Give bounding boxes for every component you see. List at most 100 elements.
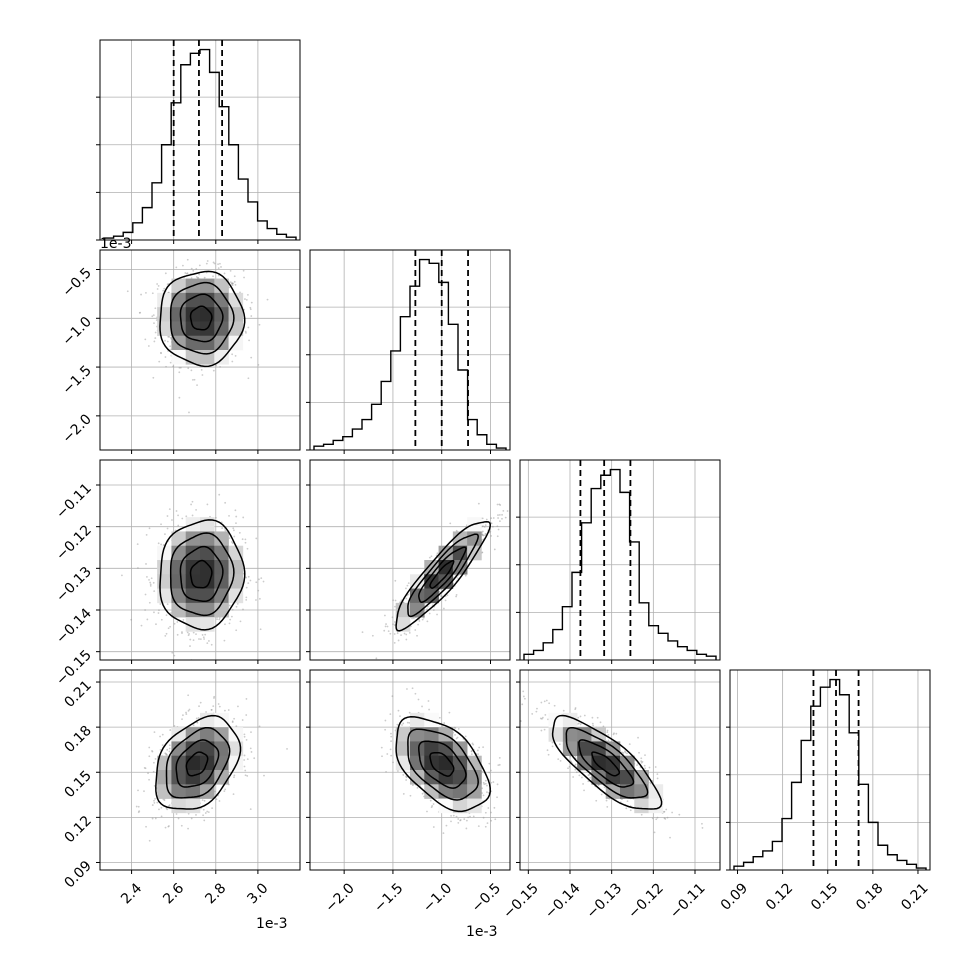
sample-point xyxy=(502,509,505,512)
sample-point xyxy=(246,293,249,296)
sample-point xyxy=(153,731,156,734)
sample-point xyxy=(171,519,173,521)
density-cell xyxy=(410,741,425,757)
sample-point xyxy=(195,276,198,278)
histogram-step xyxy=(733,678,927,870)
sample-point xyxy=(243,765,246,768)
sample-point xyxy=(175,813,178,815)
sample-point xyxy=(408,631,411,634)
sample-point xyxy=(138,311,141,314)
density-cell xyxy=(214,602,229,618)
sample-point xyxy=(244,769,247,772)
sample-point xyxy=(160,523,162,526)
contour-line xyxy=(407,728,479,801)
contour-line xyxy=(159,519,246,631)
sample-point xyxy=(403,632,406,635)
sample-point xyxy=(140,293,142,296)
sample-point xyxy=(478,746,481,749)
sample-point xyxy=(235,629,238,632)
density-cell xyxy=(185,770,201,785)
sample-point xyxy=(484,811,487,814)
density-cell xyxy=(214,531,229,547)
sample-point xyxy=(444,599,447,602)
sample-point xyxy=(383,629,386,632)
sample-point xyxy=(149,583,152,586)
sample-point xyxy=(249,579,252,582)
sample-point xyxy=(190,817,193,820)
sample-point xyxy=(522,695,525,698)
sample-point xyxy=(195,633,197,636)
density-cell xyxy=(214,727,229,742)
sample-point xyxy=(151,292,154,295)
sample-point xyxy=(199,638,202,640)
sample-point xyxy=(168,747,171,750)
sample-point xyxy=(397,639,400,642)
sample-point xyxy=(192,631,195,634)
sample-point xyxy=(396,632,399,635)
sample-point xyxy=(182,714,184,717)
sample-point xyxy=(490,819,493,822)
sample-point xyxy=(154,337,157,339)
scatter-panel-4-1 xyxy=(96,669,301,874)
sample-point xyxy=(166,748,169,751)
sample-point xyxy=(157,542,160,545)
sample-point xyxy=(188,411,190,414)
sample-point xyxy=(394,579,397,582)
sample-point xyxy=(426,620,429,623)
sample-point xyxy=(152,314,155,317)
sample-point xyxy=(394,605,396,608)
sample-point xyxy=(234,283,237,286)
density-cell xyxy=(452,545,468,561)
sample-point xyxy=(486,791,488,794)
sample-point xyxy=(484,782,487,785)
sample-point xyxy=(464,735,467,738)
sample-point xyxy=(416,634,418,637)
sample-point xyxy=(245,298,248,301)
panel-frame xyxy=(519,459,721,661)
sample-point xyxy=(212,705,215,708)
panel-background xyxy=(520,460,720,660)
sample-point xyxy=(186,258,189,261)
sample-point xyxy=(204,633,207,636)
density-cell xyxy=(171,602,187,618)
sample-point xyxy=(228,537,231,540)
density-cell xyxy=(185,321,201,337)
sample-point xyxy=(153,761,155,764)
sample-point xyxy=(230,541,233,543)
sample-point xyxy=(144,593,147,596)
sample-point xyxy=(497,514,499,516)
sample-point xyxy=(504,516,507,519)
sample-point xyxy=(411,687,414,690)
sample-point xyxy=(156,288,159,290)
sample-point xyxy=(203,276,206,279)
sample-point xyxy=(443,722,446,724)
sample-point xyxy=(223,639,226,642)
sample-point xyxy=(130,618,133,621)
sample-point xyxy=(599,721,602,724)
sample-point xyxy=(179,366,182,369)
density-cell xyxy=(171,755,187,771)
sample-point xyxy=(426,608,428,611)
panel-frame xyxy=(99,249,301,451)
sample-point xyxy=(244,538,247,541)
sample-point xyxy=(484,524,487,527)
sample-point xyxy=(188,633,190,635)
sample-point xyxy=(464,574,467,577)
sample-point xyxy=(436,613,438,616)
sample-point xyxy=(247,575,250,578)
sample-point xyxy=(171,651,174,654)
sample-point xyxy=(206,503,209,506)
sample-point xyxy=(143,790,145,793)
sample-point xyxy=(245,331,247,334)
sample-point xyxy=(501,517,503,520)
sample-point xyxy=(452,814,455,817)
sample-point xyxy=(497,764,500,767)
sample-point xyxy=(245,586,248,589)
sample-point xyxy=(568,765,571,768)
sample-point xyxy=(172,365,174,368)
density-cell xyxy=(185,574,201,589)
sample-point xyxy=(247,582,250,585)
sample-point xyxy=(167,825,170,828)
sample-point xyxy=(177,524,180,527)
